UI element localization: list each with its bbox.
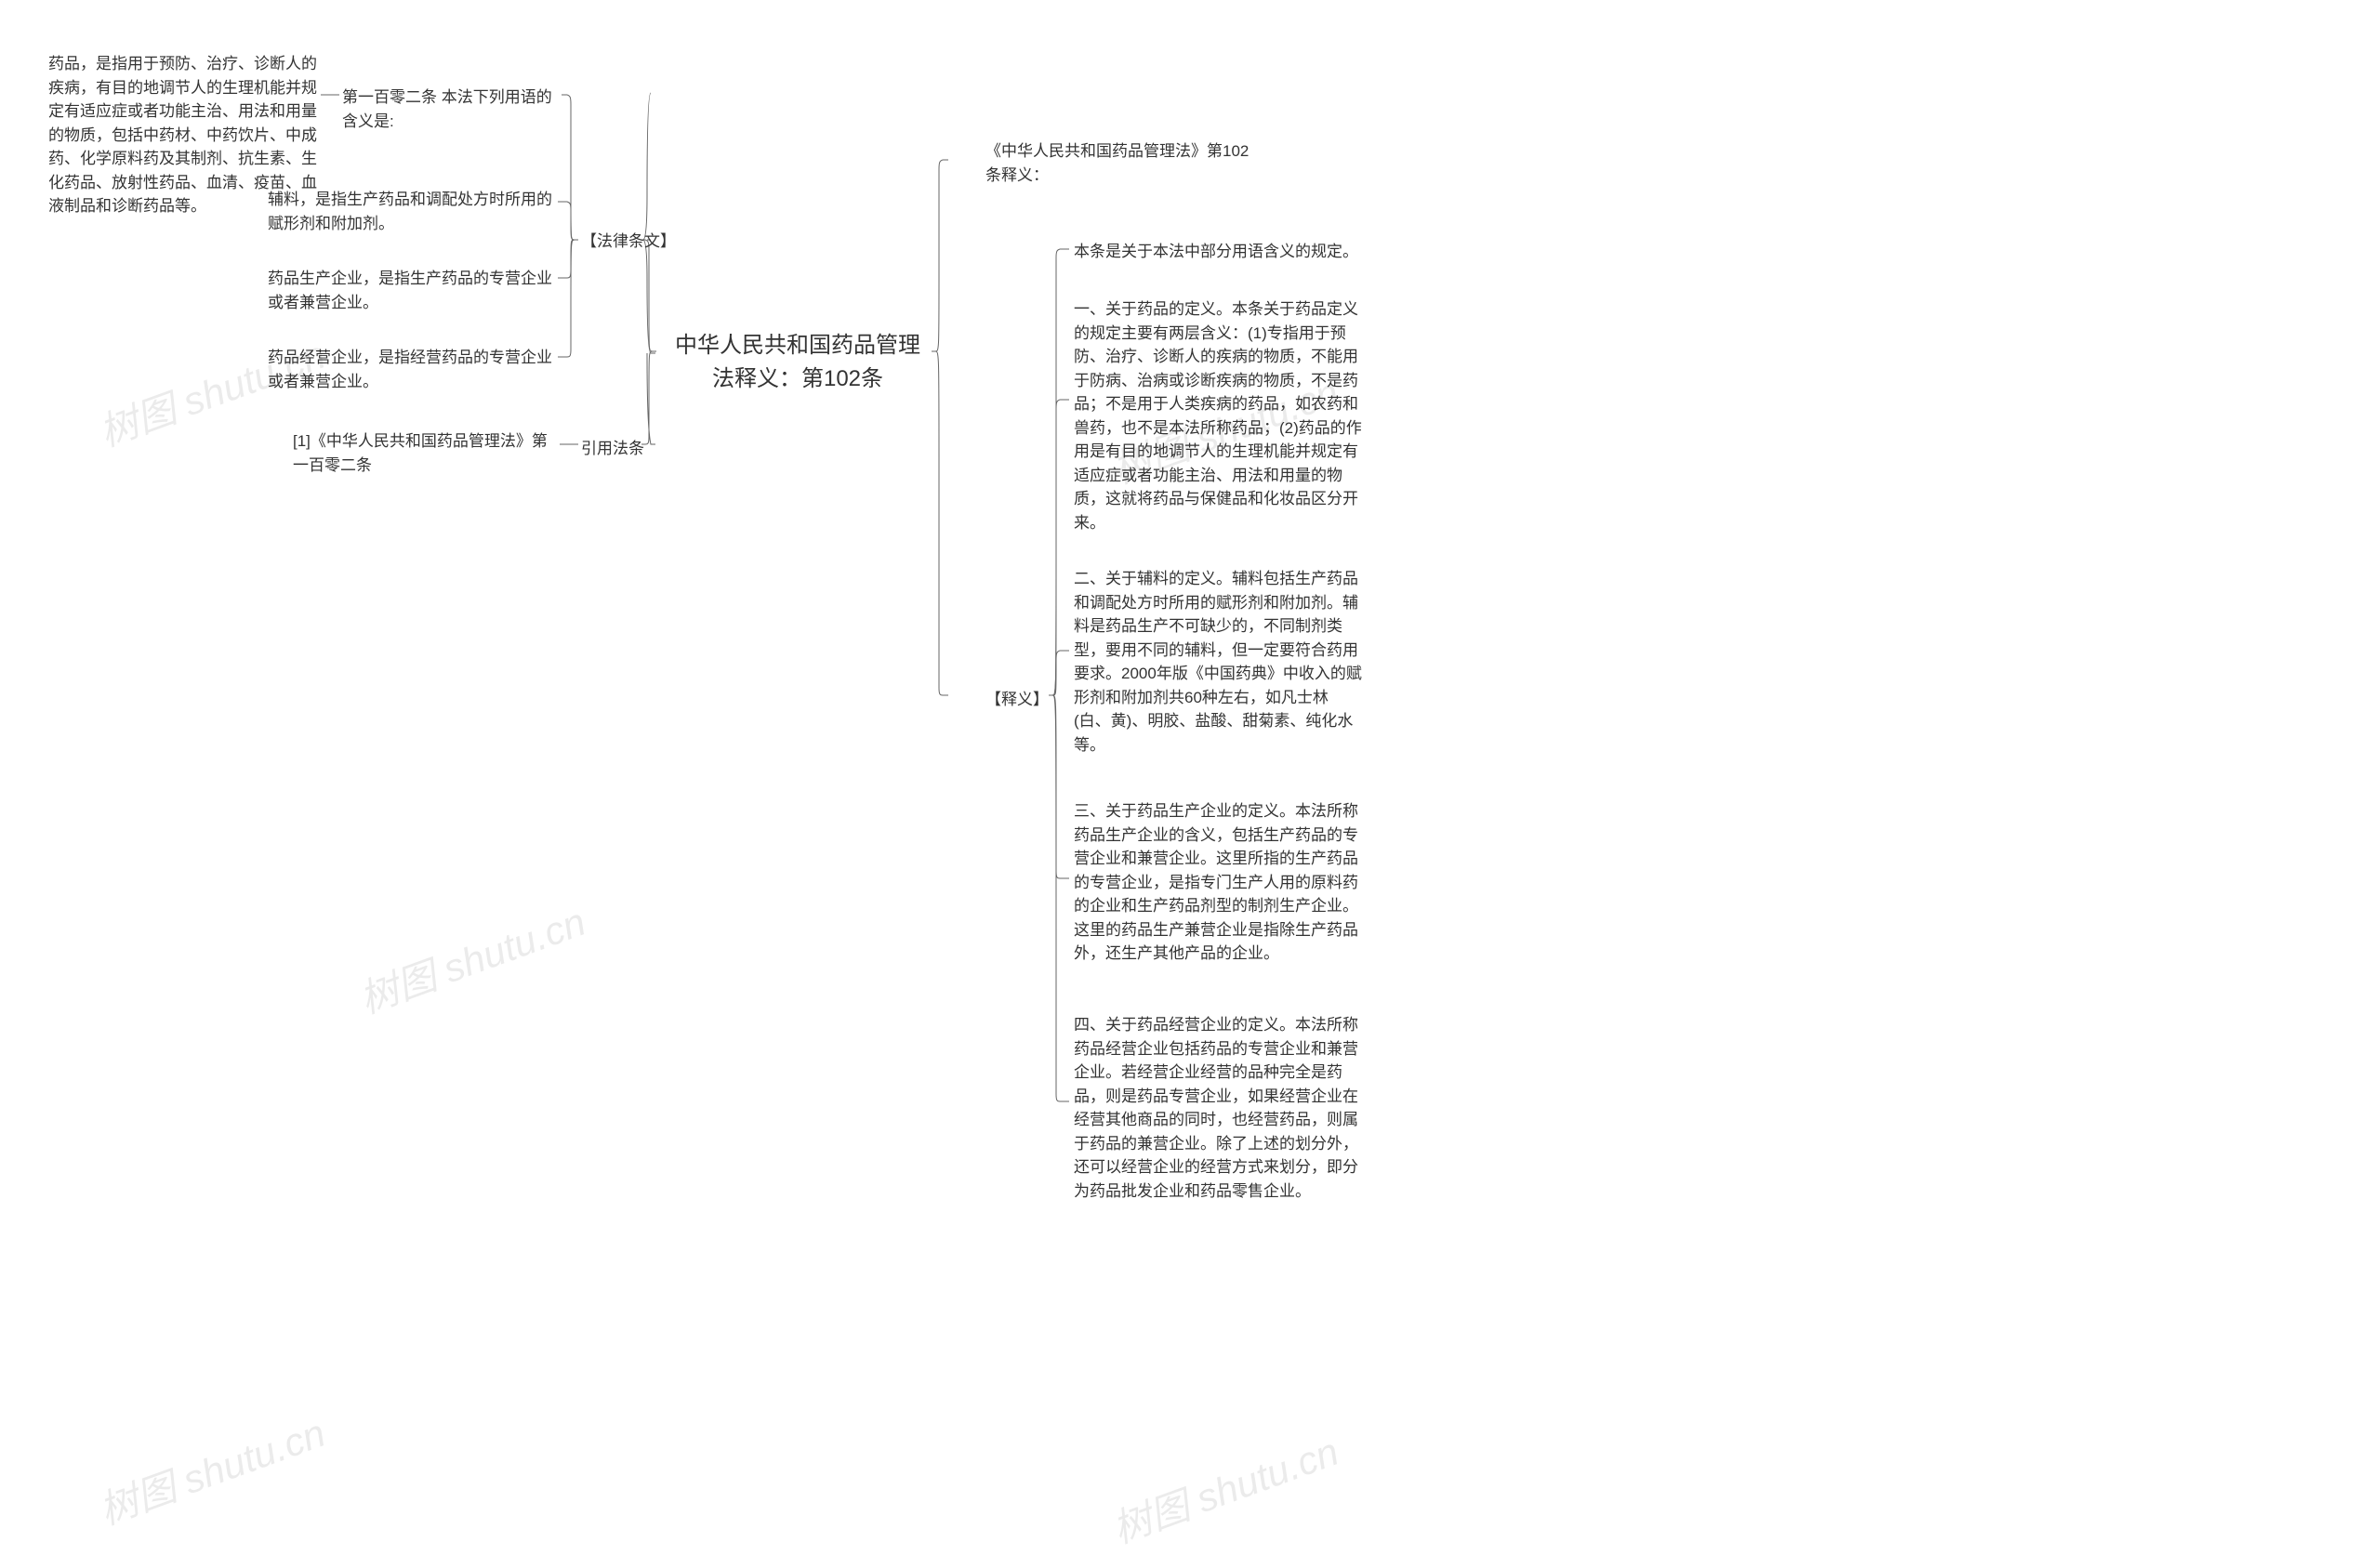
interp-item-3: 三、关于药品生产企业的定义。本法所称药品生产企业的含义，包括生产药品的专营企业和… bbox=[1074, 799, 1362, 966]
interp-item-2: 二、关于辅料的定义。辅料包括生产药品和调配处方时所用的赋形剂和附加剂。辅料是药品… bbox=[1074, 567, 1362, 757]
root-node[interactable]: 中华人民共和国药品管理 法释义：第102条 bbox=[658, 329, 937, 396]
legal-distributor-def: 药品经营企业，是指经营药品的专营企业或者兼营企业。 bbox=[268, 346, 556, 393]
interp-item-0: 本条是关于本法中部分用语含义的规定。 bbox=[1074, 240, 1362, 264]
branch-interpretation[interactable]: 【释义】 bbox=[985, 688, 1049, 712]
branch-legal-text[interactable]: 【法律条文】 bbox=[581, 230, 676, 254]
interpretation-header: 《中华人民共和国药品管理法》第102条释义： bbox=[985, 139, 1264, 187]
legal-item-article-102[interactable]: 第一百零二条 本法下列用语的含义是: bbox=[342, 86, 561, 133]
legal-manufacturer-def: 药品生产企业，是指生产药品的专营企业或者兼营企业。 bbox=[268, 267, 556, 314]
interp-item-4: 四、关于药品经营企业的定义。本法所称药品经营企业包括药品的专营企业和兼营企业。若… bbox=[1074, 1013, 1362, 1203]
citation-item-1: [1]《中华人民共和国药品管理法》第一百零二条 bbox=[293, 429, 558, 477]
interp-item-1: 一、关于药品的定义。本条关于药品定义的规定主要有两层含义：(1)专指用于预防、治… bbox=[1074, 297, 1362, 534]
branch-citation[interactable]: 引用法条 bbox=[581, 437, 644, 461]
legal-excipient-def: 辅料，是指生产药品和调配处方时所用的赋形剂和附加剂。 bbox=[268, 188, 556, 235]
